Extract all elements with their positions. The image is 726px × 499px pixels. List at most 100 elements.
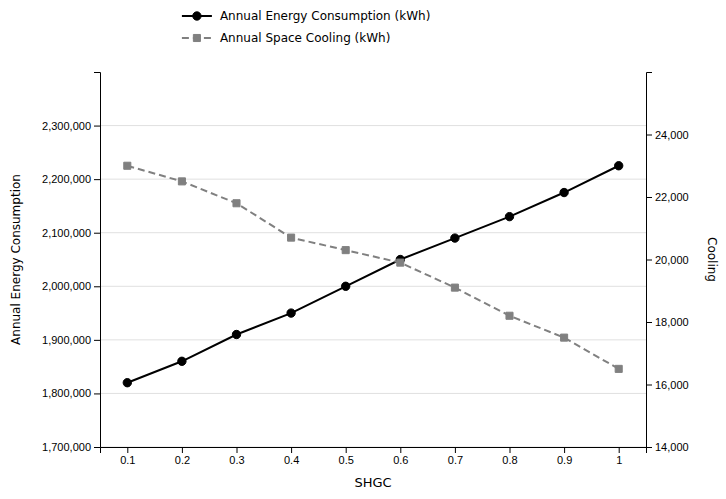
series-marker [232, 330, 240, 338]
x-axis-title: SHGC [354, 475, 391, 490]
series-marker [178, 178, 185, 185]
tick: 0.4 [284, 447, 299, 466]
series-marker [342, 247, 349, 254]
tick-mark [291, 447, 292, 453]
tick: 0.6 [393, 447, 408, 466]
grid [100, 126, 646, 447]
tick-label: 22,000 [655, 191, 689, 203]
tick-mark [455, 447, 456, 453]
tick-label: 0.4 [284, 454, 299, 466]
tick: 2,200,000 [42, 173, 100, 185]
series-marker [342, 282, 350, 290]
series-marker [560, 188, 568, 196]
tick: 18,000 [646, 316, 689, 328]
tick-label: 0.2 [175, 454, 190, 466]
plot-area: 0.1 0.2 0.3 0.4 0.5 0.6 0.7 0.8 0.9 1 1,700,000 1,8… [9, 73, 719, 491]
tick: 16,000 [646, 379, 689, 391]
tick-mark [94, 286, 100, 287]
series-marker [561, 334, 568, 341]
tick: 2,300,000 [42, 120, 100, 132]
tick-mark [94, 447, 100, 448]
legend-label: Annual Space Cooling (kWh) [220, 31, 390, 45]
tick-mark [646, 260, 652, 261]
series-marker [615, 365, 622, 372]
tick-mark [94, 233, 100, 234]
tick-label: 0.8 [502, 454, 517, 466]
tick: 1,700,000 [42, 441, 100, 453]
tick-label: 18,000 [655, 316, 689, 328]
tick: 2,100,000 [42, 227, 100, 239]
tick-mark [94, 126, 100, 127]
series-marker [288, 234, 295, 241]
tick-mark [400, 447, 401, 453]
series-marker [451, 234, 459, 242]
tick-mark [510, 447, 511, 453]
y2-axis: 14,000 16,000 18,000 20,000 22,000 24,000 [646, 73, 689, 454]
series-marker [287, 309, 295, 317]
tick: 1 [616, 447, 622, 466]
tick-label: 0.1 [120, 454, 135, 466]
legend-item: Annual Space Cooling (kWh) [182, 31, 390, 45]
tick-label: 16,000 [655, 379, 689, 391]
legend-marker [193, 34, 200, 41]
tick-label: 0.7 [448, 454, 463, 466]
tick-mark [646, 385, 652, 386]
tick: 22,000 [646, 191, 689, 203]
tick-label: 1 [616, 454, 622, 466]
tick: 20,000 [646, 254, 689, 266]
axis-domain [94, 73, 101, 448]
tick: 0.2 [175, 447, 190, 466]
series-line [127, 166, 618, 369]
grid-line [100, 125, 646, 126]
y-axis-title: Annual Energy Consumption [9, 174, 23, 345]
tick-mark [94, 340, 100, 341]
tick: 0.3 [229, 447, 244, 466]
tick-mark [94, 393, 100, 394]
tick-label: 24,000 [655, 129, 689, 141]
tick-label: 2,200,000 [42, 173, 91, 185]
tick: 2,000,000 [42, 280, 100, 292]
tick: 0.9 [557, 447, 572, 466]
tick-mark [646, 197, 652, 198]
y2-axis-title: Cooling [705, 237, 719, 282]
series-marker [397, 259, 404, 266]
tick-label: 2,300,000 [42, 120, 91, 132]
tick-mark [564, 447, 565, 453]
tick-mark [182, 447, 183, 453]
series-group [123, 162, 623, 387]
tick-mark [646, 322, 652, 323]
series-marker [124, 162, 131, 169]
axis-domain [101, 448, 647, 454]
tick: 24,000 [646, 129, 689, 141]
tick-label: 14,000 [655, 441, 689, 453]
tick-mark [237, 447, 238, 453]
legend-label: Annual Energy Consumption (kWh) [220, 9, 430, 23]
tick-label: 0.9 [557, 454, 572, 466]
grid-line [100, 232, 646, 233]
tick: 1,900,000 [42, 334, 100, 346]
series-marker [178, 357, 186, 365]
tick: 0.5 [339, 447, 354, 466]
series-marker [506, 312, 513, 319]
chart-svg: 0.1 0.2 0.3 0.4 0.5 0.6 0.7 0.8 0.9 1 1,700,000 1,8… [0, 0, 726, 499]
tick: 14,000 [646, 441, 689, 453]
tick: 0.8 [502, 447, 517, 466]
legend-item: Annual Energy Consumption (kWh) [182, 9, 430, 23]
grid-line [100, 393, 646, 394]
tick-label: 1,900,000 [42, 334, 91, 346]
x-axis: 0.1 0.2 0.3 0.4 0.5 0.6 0.7 0.8 0.9 1 [101, 447, 647, 466]
series-marker [505, 212, 513, 220]
legend-marker [193, 12, 201, 20]
tick-label: 20,000 [655, 254, 689, 266]
tick: 0.7 [448, 447, 463, 466]
tick-label: 1,700,000 [42, 441, 91, 453]
y-axis: 1,700,000 1,800,000 1,900,000 2,000,000 2,10… [42, 73, 100, 454]
tick-label: 0.5 [339, 454, 354, 466]
series-marker [451, 284, 458, 291]
tick-mark [127, 447, 128, 453]
tick-label: 0.3 [229, 454, 244, 466]
grid-line [100, 286, 646, 287]
tick: 0.1 [120, 447, 135, 466]
series-line [127, 166, 618, 383]
tick: 1,800,000 [42, 387, 100, 399]
